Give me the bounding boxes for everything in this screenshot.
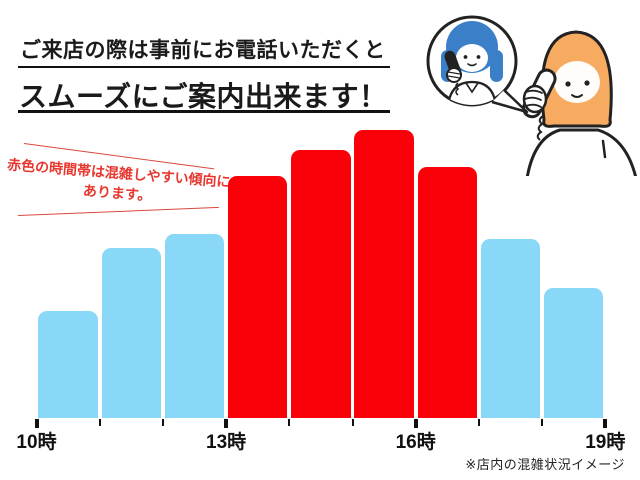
clerk-avatar [441, 21, 503, 105]
axis-minor-tick [477, 419, 480, 426]
customer-avatar [522, 30, 637, 176]
headline-underline-2 [18, 110, 390, 113]
phone-receiver-icon [522, 68, 557, 141]
axis-minor-tick [351, 419, 354, 426]
bar-10 [38, 311, 98, 418]
axis-major-tick [603, 419, 608, 428]
chart-footnote: ※店内の混雑状況イメージ [465, 457, 625, 472]
axis-minor-tick [98, 419, 101, 426]
headline-line2: スムーズにご案内出来ます！ [19, 81, 388, 112]
bar-12 [164, 233, 225, 418]
headline-line1: ご来店の際は事前にお電話いただくと [20, 39, 386, 62]
speech-bubble [426, 15, 529, 114]
axis-label-19: 19時 [585, 432, 626, 453]
axis-label-10: 10時 [16, 432, 57, 453]
axis-major-tick [34, 419, 39, 428]
phone-call-illustration [426, 15, 637, 176]
bar-16 [417, 167, 477, 418]
axis-major-tick [413, 419, 418, 428]
axis-label-13: 13時 [206, 432, 247, 453]
bar-17 [480, 239, 541, 418]
axis-minor-tick [541, 419, 544, 426]
axis-major-tick [224, 419, 229, 428]
bar-15 [354, 130, 414, 418]
bar-11 [101, 248, 161, 418]
axis-minor-tick [161, 419, 164, 426]
headline-underline-1 [18, 66, 390, 68]
bar-18 [544, 288, 604, 418]
axis-label-16: 16時 [395, 432, 436, 453]
clerk-phone-receiver-icon [444, 50, 462, 96]
bar-14 [291, 150, 351, 418]
bar-13 [228, 176, 288, 418]
axis-minor-tick [288, 419, 291, 426]
